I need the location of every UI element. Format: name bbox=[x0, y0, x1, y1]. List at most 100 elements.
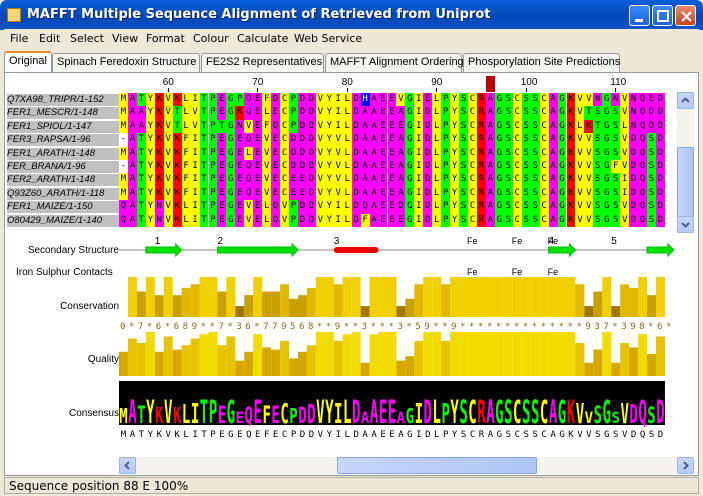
residue-cell[interactable]: T bbox=[199, 119, 209, 134]
residue-cell[interactable]: I bbox=[620, 186, 630, 201]
residue-cell[interactable]: L bbox=[342, 173, 352, 187]
residue-cell[interactable]: L bbox=[342, 186, 352, 201]
residue-cell[interactable]: A bbox=[548, 160, 558, 174]
menu-format[interactable]: Format bbox=[146, 32, 185, 45]
residue-cell[interactable]: - bbox=[119, 160, 128, 174]
residue-cell[interactable]: P bbox=[208, 200, 218, 214]
residue-cell[interactable]: E bbox=[217, 133, 227, 147]
residue-cell[interactable]: N bbox=[154, 213, 164, 227]
residue-cell[interactable]: R bbox=[477, 106, 486, 120]
residue-cell[interactable]: G bbox=[226, 119, 236, 134]
residue-cell[interactable]: E bbox=[235, 213, 245, 227]
residue-cell[interactable]: A bbox=[127, 146, 137, 160]
residue-cell[interactable]: G bbox=[226, 213, 236, 227]
residue-cell[interactable]: H bbox=[360, 93, 370, 107]
residue-cell[interactable]: P bbox=[441, 186, 451, 201]
residue-cell[interactable]: K bbox=[154, 106, 164, 120]
residue-cell[interactable]: A bbox=[485, 160, 495, 174]
conservation-bar[interactable] bbox=[459, 277, 469, 317]
residue-cell[interactable]: S bbox=[459, 93, 469, 107]
residue-cell[interactable]: L bbox=[342, 160, 352, 174]
residue-cell[interactable]: G bbox=[602, 213, 612, 227]
residue-cell[interactable]: L bbox=[262, 106, 272, 120]
tab-mafft-alignment-ordering[interactable]: MAFFT Alignment Ordering bbox=[325, 53, 464, 72]
maximize-button[interactable] bbox=[652, 5, 673, 26]
quality-bar[interactable] bbox=[360, 362, 370, 376]
residue-cell[interactable]: P bbox=[208, 213, 218, 227]
residue-cell[interactable]: A bbox=[369, 173, 379, 187]
residue-cell[interactable]: P bbox=[208, 173, 218, 187]
residue-cell[interactable]: G bbox=[494, 186, 504, 201]
residue-cell[interactable]: G bbox=[494, 213, 504, 227]
conservation-bar[interactable] bbox=[172, 295, 182, 317]
residue-cell[interactable]: S bbox=[503, 106, 513, 120]
residue-cell[interactable]: E bbox=[253, 133, 263, 147]
residue-cell[interactable]: P bbox=[208, 133, 218, 147]
residue-cell[interactable]: D bbox=[351, 106, 361, 120]
residue-cell[interactable]: G bbox=[405, 186, 415, 201]
residue-cell[interactable]: P bbox=[208, 146, 218, 160]
residue-cell[interactable]: C bbox=[468, 133, 477, 147]
residue-cell[interactable]: D bbox=[351, 160, 361, 174]
conservation-bar[interactable] bbox=[360, 306, 370, 317]
conservation-bar[interactable] bbox=[548, 277, 558, 317]
sequence-id[interactable]: FER1_MESCR/1-148 bbox=[7, 107, 119, 120]
residue-cell[interactable]: K bbox=[172, 93, 182, 107]
menu-file[interactable]: File bbox=[10, 32, 29, 45]
residue-cell[interactable]: C bbox=[280, 160, 290, 174]
residue-cell[interactable]: N bbox=[154, 200, 164, 214]
residue-cell[interactable]: A bbox=[369, 146, 379, 160]
conservation-bar[interactable] bbox=[450, 277, 460, 317]
menu-web-service[interactable]: Web Service bbox=[294, 32, 363, 45]
residue-cell[interactable]: V bbox=[333, 146, 343, 160]
residue-cell[interactable]: T bbox=[593, 119, 603, 134]
residue-cell[interactable]: A bbox=[369, 213, 379, 227]
residue-cell[interactable]: V bbox=[333, 160, 343, 174]
residue-cell[interactable]: S bbox=[647, 213, 656, 227]
residue-cell[interactable]: C bbox=[512, 213, 522, 227]
residue-cell[interactable]: T bbox=[199, 93, 209, 107]
residue-cell[interactable]: L bbox=[181, 200, 191, 214]
residue-cell[interactable]: E bbox=[271, 186, 281, 201]
quality-bar[interactable] bbox=[584, 362, 594, 376]
residue-cell[interactable]: L bbox=[342, 146, 352, 160]
residue-cell[interactable]: Q bbox=[638, 200, 648, 214]
residue-cell[interactable]: Y bbox=[450, 186, 460, 201]
residue-cell[interactable]: M bbox=[119, 106, 128, 120]
residue-cell[interactable]: K bbox=[154, 93, 164, 107]
residue-cell[interactable]: C bbox=[512, 106, 522, 120]
residue-cell[interactable]: A bbox=[485, 133, 495, 147]
conservation-bar[interactable] bbox=[647, 295, 656, 317]
quality-bar[interactable] bbox=[253, 334, 263, 376]
residue-cell[interactable]: E bbox=[253, 106, 263, 120]
residue-cell[interactable]: I bbox=[190, 146, 200, 160]
residue-cell[interactable]: G bbox=[602, 119, 612, 134]
residue-cell[interactable]: E bbox=[387, 200, 397, 214]
residue-cell[interactable]: L bbox=[432, 119, 442, 134]
conservation-bar[interactable] bbox=[629, 287, 639, 317]
residue-cell[interactable]: A bbox=[127, 186, 137, 201]
residue-cell[interactable]: D bbox=[351, 146, 361, 160]
residue-cell[interactable]: V bbox=[163, 213, 173, 227]
residue-cell[interactable]: T bbox=[136, 213, 146, 227]
residue-cell[interactable]: E bbox=[396, 213, 406, 227]
residue-cell[interactable]: D bbox=[298, 119, 307, 134]
residue-cell[interactable]: E bbox=[378, 146, 388, 160]
residue-cell[interactable]: Y bbox=[324, 213, 334, 227]
residue-cell[interactable]: C bbox=[468, 119, 477, 134]
residue-cell[interactable]: V bbox=[575, 133, 585, 147]
conservation-bar[interactable] bbox=[620, 284, 630, 317]
residue-cell[interactable]: P bbox=[208, 93, 218, 107]
residue-cell[interactable]: C bbox=[512, 173, 522, 187]
residue-cell[interactable]: T bbox=[136, 186, 146, 201]
residue-cell[interactable]: E bbox=[235, 186, 245, 201]
residue-cell[interactable]: S bbox=[503, 133, 513, 147]
residue-cell[interactable]: R bbox=[477, 146, 486, 160]
scroll-up-button[interactable] bbox=[677, 92, 694, 109]
residue-cell[interactable]: L bbox=[181, 106, 191, 120]
conservation-bar[interactable] bbox=[181, 287, 191, 317]
residue-cell[interactable]: I bbox=[333, 200, 343, 214]
residue-cell[interactable]: M bbox=[119, 173, 128, 187]
quality-bar[interactable] bbox=[468, 332, 477, 376]
residue-cell[interactable]: V bbox=[163, 133, 173, 147]
